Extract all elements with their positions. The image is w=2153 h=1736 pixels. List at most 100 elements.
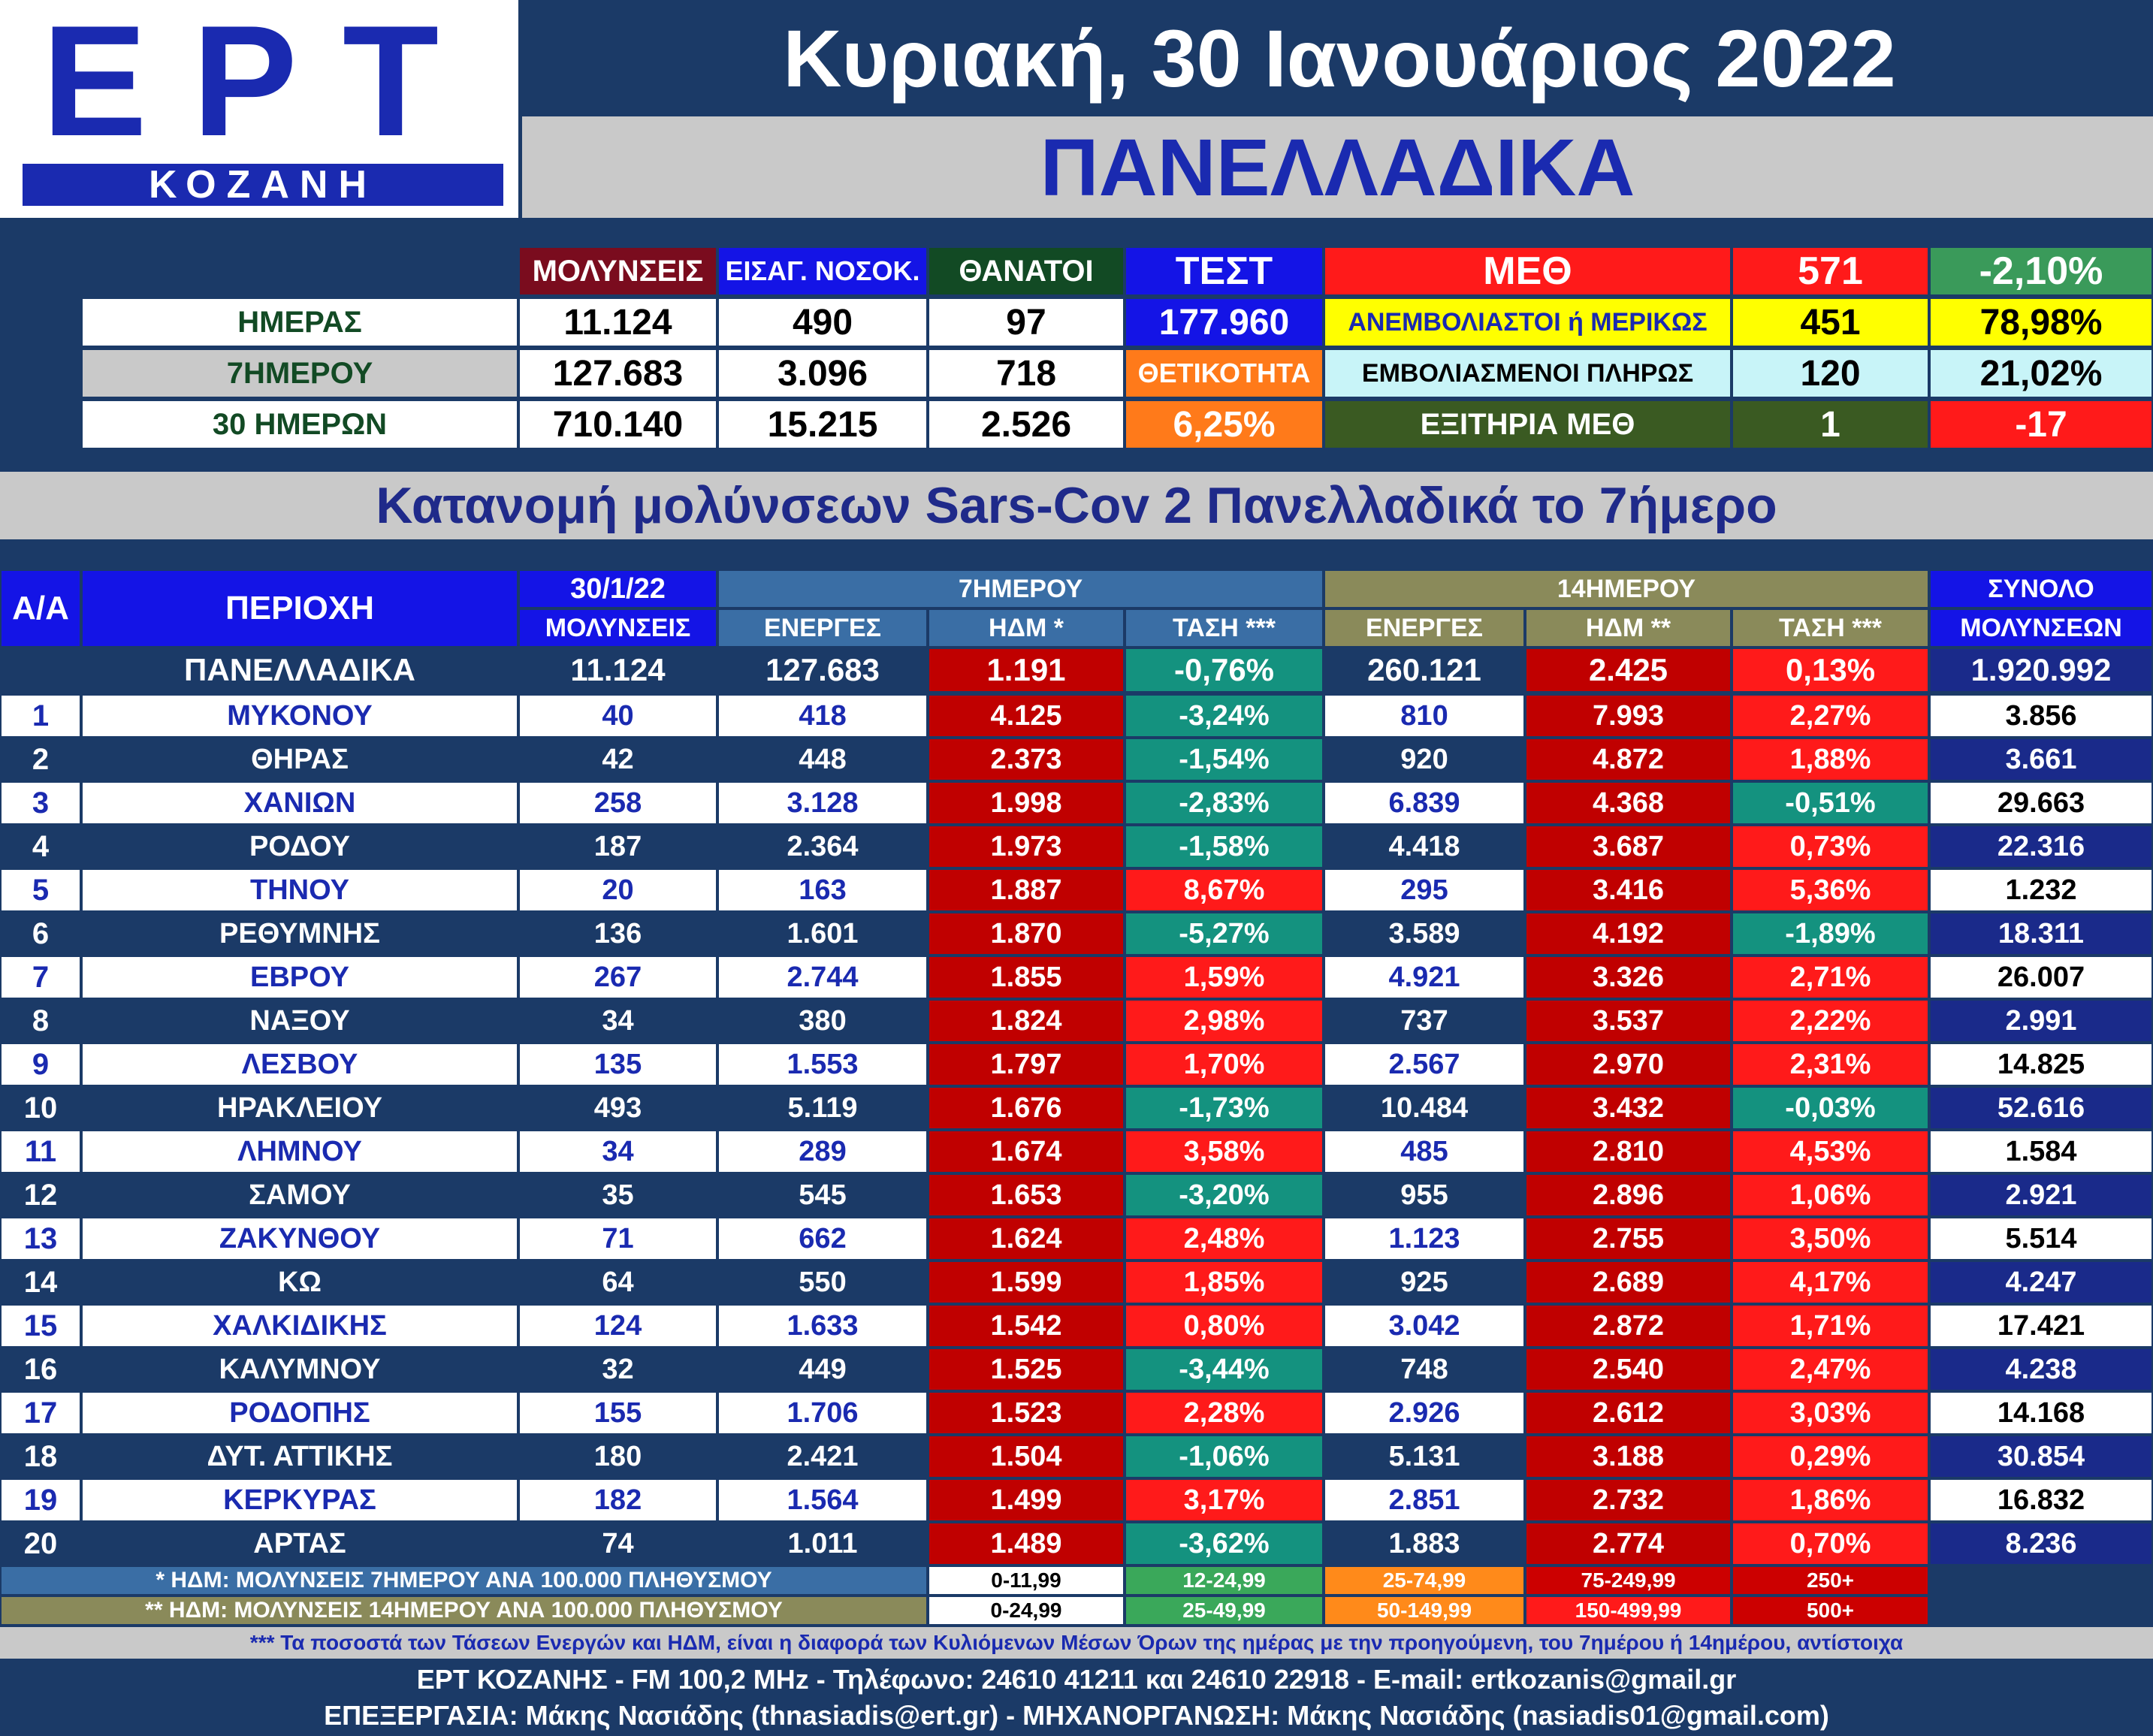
legend-range-7day: 75-249,99 bbox=[1525, 1565, 1732, 1596]
icu-row-pct: -17 bbox=[1929, 400, 2153, 449]
summary-infections: 11.124 bbox=[518, 297, 717, 347]
row-trend-7: -3,20% bbox=[1125, 1173, 1324, 1217]
row-area: ΚΑΛΥΜΝΟΥ bbox=[81, 1348, 518, 1391]
row-idm-14: 2.896 bbox=[1525, 1173, 1732, 1217]
row-active-14: 485 bbox=[1324, 1130, 1525, 1173]
row-aa: 1 bbox=[0, 694, 81, 738]
row-idm-7: 1.542 bbox=[928, 1304, 1125, 1348]
row-aa: 18 bbox=[0, 1435, 81, 1478]
summary-hospital: 15.215 bbox=[717, 400, 928, 449]
row-aa: 13 bbox=[0, 1217, 81, 1260]
national-trend-14: 0,13% bbox=[1732, 648, 1929, 693]
distribution-title: Κατανομή μολύνσεων Sars-Cov 2 Πανελλαδικ… bbox=[0, 472, 2153, 539]
row-trend-14: 2,47% bbox=[1732, 1348, 1929, 1391]
row-active-7: 1.564 bbox=[717, 1478, 928, 1522]
header-active-14: ΕΝΕΡΓΕΣ bbox=[1324, 608, 1525, 648]
row-day-infections: 187 bbox=[518, 825, 717, 868]
row-idm-14: 3.326 bbox=[1525, 956, 1732, 999]
row-aa: 7 bbox=[0, 956, 81, 999]
header-total: ΣΥΝΟΛΟ bbox=[1929, 569, 2153, 608]
row-trend-14: 4,53% bbox=[1732, 1130, 1929, 1173]
legend-range-7day: 250+ bbox=[1732, 1565, 1929, 1596]
row-active-14: 295 bbox=[1324, 868, 1525, 912]
row-active-14: 3.042 bbox=[1324, 1304, 1525, 1348]
row-area: ΧΑΛΚΙΔΙΚΗΣ bbox=[81, 1304, 518, 1348]
header-active-7: ΕΝΕΡΓΕΣ bbox=[717, 608, 928, 648]
header-idm-7: ΗΔΜ * bbox=[928, 608, 1125, 648]
row-idm-7: 2.373 bbox=[928, 738, 1125, 781]
legend-range-14day: 0-24,99 bbox=[928, 1596, 1125, 1626]
row-active-7: 449 bbox=[717, 1348, 928, 1391]
ert-logo: ΕΡΤ ΚΟΖΑΝΗ bbox=[0, 0, 518, 218]
row-active-14: 2.851 bbox=[1324, 1478, 1525, 1522]
national-idm-14: 2.425 bbox=[1525, 648, 1732, 693]
row-trend-7: 1,59% bbox=[1125, 956, 1324, 999]
row-total: 16.832 bbox=[1929, 1478, 2153, 1522]
row-day-infections: 42 bbox=[518, 738, 717, 781]
row-idm-7: 1.525 bbox=[928, 1348, 1125, 1391]
row-area: ΣΑΜΟΥ bbox=[81, 1173, 518, 1217]
summary-deaths: 2.526 bbox=[928, 400, 1125, 449]
summary-infections: 710.140 bbox=[518, 400, 717, 449]
legend-range-7day: 12-24,99 bbox=[1125, 1565, 1324, 1596]
row-day-infections: 124 bbox=[518, 1304, 717, 1348]
row-active-14: 4.418 bbox=[1324, 825, 1525, 868]
summary-row-label: ΗΜΕΡΑΣ bbox=[81, 297, 518, 347]
row-active-7: 448 bbox=[717, 738, 928, 781]
row-area: ΚΕΡΚΥΡΑΣ bbox=[81, 1478, 518, 1522]
row-trend-7: -5,27% bbox=[1125, 912, 1324, 956]
row-trend-14: 2,71% bbox=[1732, 956, 1929, 999]
row-trend-7: -3,24% bbox=[1125, 694, 1324, 738]
national-total: 1.920.992 bbox=[1929, 648, 2153, 693]
icu-row-value: 451 bbox=[1732, 297, 1929, 347]
row-day-infections: 64 bbox=[518, 1260, 717, 1304]
row-active-7: 662 bbox=[717, 1217, 928, 1260]
row-trend-14: 4,17% bbox=[1732, 1260, 1929, 1304]
row-aa: 16 bbox=[0, 1348, 81, 1391]
row-trend-7: 1,85% bbox=[1125, 1260, 1324, 1304]
row-area: ΡΕΘΥΜΝΗΣ bbox=[81, 912, 518, 956]
icu-change: -2,10% bbox=[1929, 246, 2153, 296]
row-active-14: 2.926 bbox=[1324, 1391, 1525, 1435]
row-day-infections: 34 bbox=[518, 999, 717, 1043]
summary-hospital: 3.096 bbox=[717, 349, 928, 398]
icu-row-pct: 21,02% bbox=[1929, 349, 2153, 398]
row-idm-14: 4.872 bbox=[1525, 738, 1732, 781]
row-idm-14: 2.732 bbox=[1525, 1478, 1732, 1522]
row-active-7: 1.553 bbox=[717, 1043, 928, 1086]
row-trend-7: 8,67% bbox=[1125, 868, 1324, 912]
row-area: ΡΟΔΟΥ bbox=[81, 825, 518, 868]
row-total: 2.991 bbox=[1929, 999, 2153, 1043]
row-total: 14.168 bbox=[1929, 1391, 2153, 1435]
row-total: 17.421 bbox=[1929, 1304, 2153, 1348]
header-total-sub: ΜΟΛΥΝΣΕΩΝ bbox=[1929, 608, 2153, 648]
summary-hospital: 490 bbox=[717, 297, 928, 347]
row-active-14: 6.839 bbox=[1324, 781, 1525, 825]
national-idm-7: 1.191 bbox=[928, 648, 1125, 693]
row-aa: 17 bbox=[0, 1391, 81, 1435]
row-active-7: 2.421 bbox=[717, 1435, 928, 1478]
row-idm-14: 2.970 bbox=[1525, 1043, 1732, 1086]
logo-sub-text: ΚΟΖΑΝΗ bbox=[23, 163, 503, 207]
row-total: 3.856 bbox=[1929, 694, 2153, 738]
icu-row-value: 120 bbox=[1732, 349, 1929, 398]
row-idm-7: 1.973 bbox=[928, 825, 1125, 868]
row-trend-7: 3,17% bbox=[1125, 1478, 1324, 1522]
row-idm-7: 1.676 bbox=[928, 1086, 1125, 1130]
positivity-value: 6,25% bbox=[1125, 400, 1324, 449]
row-day-infections: 258 bbox=[518, 781, 717, 825]
row-idm-7: 1.797 bbox=[928, 1043, 1125, 1086]
row-day-infections: 182 bbox=[518, 1478, 717, 1522]
row-aa: 4 bbox=[0, 825, 81, 868]
row-total: 4.238 bbox=[1929, 1348, 2153, 1391]
row-active-7: 418 bbox=[717, 694, 928, 738]
row-aa: 11 bbox=[0, 1130, 81, 1173]
row-idm-14: 2.755 bbox=[1525, 1217, 1732, 1260]
row-total: 26.007 bbox=[1929, 956, 2153, 999]
row-area: ΑΡΤΑΣ bbox=[81, 1522, 518, 1565]
row-area: ΖΑΚΥΝΘΟΥ bbox=[81, 1217, 518, 1260]
row-day-infections: 40 bbox=[518, 694, 717, 738]
row-trend-14: 0,29% bbox=[1732, 1435, 1929, 1478]
row-trend-14: 5,36% bbox=[1732, 868, 1929, 912]
row-trend-14: 0,73% bbox=[1732, 825, 1929, 868]
